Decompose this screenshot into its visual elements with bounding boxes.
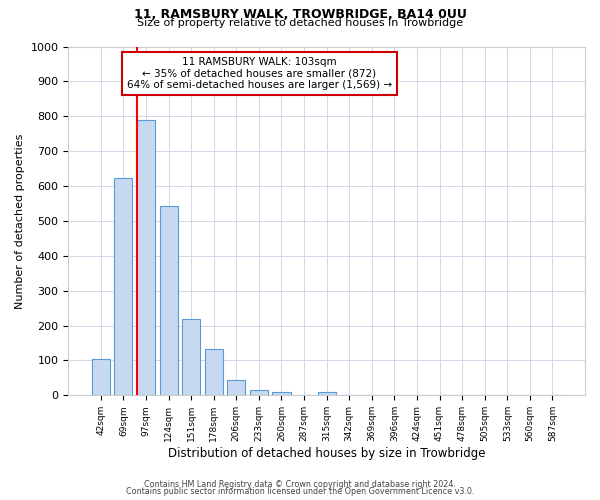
Text: Contains HM Land Registry data © Crown copyright and database right 2024.: Contains HM Land Registry data © Crown c… bbox=[144, 480, 456, 489]
Bar bbox=[272, 392, 290, 396]
Y-axis label: Number of detached properties: Number of detached properties bbox=[15, 133, 25, 308]
Bar bbox=[227, 380, 245, 396]
Bar bbox=[250, 390, 268, 396]
Bar bbox=[160, 206, 178, 396]
Bar bbox=[92, 360, 110, 396]
Bar bbox=[137, 120, 155, 396]
Bar bbox=[205, 350, 223, 396]
Bar bbox=[115, 178, 133, 396]
Text: Size of property relative to detached houses in Trowbridge: Size of property relative to detached ho… bbox=[137, 18, 463, 28]
Bar bbox=[317, 392, 335, 396]
Text: 11, RAMSBURY WALK, TROWBRIDGE, BA14 0UU: 11, RAMSBURY WALK, TROWBRIDGE, BA14 0UU bbox=[134, 8, 466, 20]
X-axis label: Distribution of detached houses by size in Trowbridge: Distribution of detached houses by size … bbox=[168, 447, 485, 460]
Text: 11 RAMSBURY WALK: 103sqm
← 35% of detached houses are smaller (872)
64% of semi-: 11 RAMSBURY WALK: 103sqm ← 35% of detach… bbox=[127, 57, 392, 90]
Bar bbox=[182, 318, 200, 396]
Text: Contains public sector information licensed under the Open Government Licence v3: Contains public sector information licen… bbox=[126, 487, 474, 496]
